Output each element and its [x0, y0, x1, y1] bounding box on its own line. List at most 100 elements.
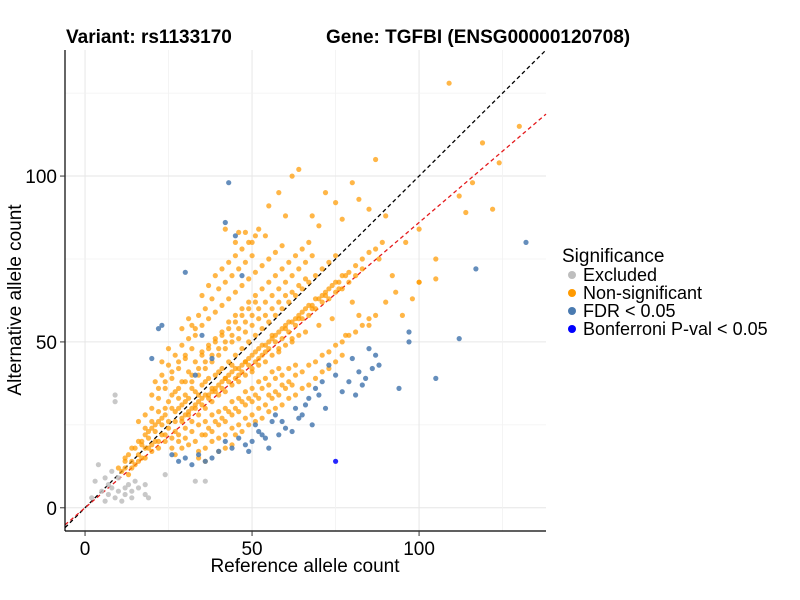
point-fdr-0-05 — [259, 432, 265, 438]
point-non-significant — [266, 339, 272, 345]
point-non-significant — [272, 249, 278, 255]
point-non-significant — [279, 306, 285, 312]
point-non-significant — [179, 379, 185, 385]
point-non-significant — [152, 428, 158, 435]
point-non-significant — [353, 263, 359, 269]
point-excluded — [112, 495, 118, 501]
point-excluded — [142, 491, 148, 498]
point-non-significant — [162, 438, 168, 444]
point-non-significant — [239, 246, 245, 252]
point-non-significant — [232, 253, 238, 259]
point-excluded — [92, 478, 98, 484]
point-non-significant — [272, 273, 278, 279]
point-non-significant — [302, 306, 309, 312]
point-non-significant — [179, 342, 185, 348]
point-non-significant — [232, 312, 238, 318]
point-non-significant — [216, 286, 222, 292]
point-non-significant — [316, 322, 322, 328]
ticks: 0 50 100 0 50 100 — [25, 167, 435, 560]
point-non-significant — [322, 289, 329, 295]
legend-label: Excluded — [583, 265, 657, 285]
point-non-significant — [192, 402, 198, 408]
point-non-significant — [229, 273, 235, 279]
point-non-significant — [226, 319, 232, 325]
point-non-significant — [259, 263, 265, 269]
point-non-significant — [279, 372, 285, 378]
point-non-significant — [339, 339, 345, 345]
point-non-significant — [129, 458, 135, 464]
point-non-significant — [306, 302, 312, 308]
point-non-significant — [282, 279, 289, 285]
point-non-significant — [416, 279, 422, 285]
point-fdr-0-05 — [309, 422, 315, 428]
point-non-significant — [286, 259, 292, 265]
point-non-significant — [226, 409, 232, 415]
point-non-significant — [165, 362, 172, 368]
point-non-significant — [216, 409, 222, 415]
point-non-significant — [232, 375, 238, 381]
point-non-significant — [266, 392, 272, 398]
point-fdr-0-05 — [199, 332, 205, 338]
point-non-significant — [222, 279, 228, 285]
point-fdr-0-05 — [406, 329, 412, 335]
point-non-significant — [145, 435, 152, 441]
point-non-significant — [222, 389, 228, 395]
point-non-significant — [366, 322, 372, 328]
point-non-significant — [279, 336, 285, 342]
point-non-significant — [229, 339, 235, 345]
point-fdr-0-05 — [226, 180, 232, 186]
point-non-significant — [152, 379, 158, 385]
point-fdr-0-05 — [292, 405, 299, 411]
point-non-significant — [232, 289, 238, 295]
point-non-significant — [269, 369, 275, 375]
point-non-significant — [192, 438, 198, 444]
point-non-significant — [222, 418, 228, 425]
point-non-significant — [162, 385, 168, 391]
point-excluded — [122, 491, 128, 498]
point-non-significant — [256, 226, 262, 232]
point-non-significant — [242, 259, 248, 265]
point-non-significant — [159, 415, 165, 421]
point-non-significant — [192, 326, 198, 332]
point-non-significant — [289, 273, 295, 279]
point-non-significant — [306, 312, 312, 318]
point-non-significant — [232, 319, 238, 325]
point-non-significant — [236, 395, 242, 401]
point-non-significant — [333, 279, 339, 285]
point-fdr-0-05 — [159, 322, 165, 328]
point-non-significant — [309, 213, 315, 219]
point-non-significant — [206, 282, 212, 289]
point-non-significant — [172, 352, 178, 358]
point-non-significant — [302, 259, 309, 265]
point-non-significant — [142, 445, 148, 451]
point-non-significant — [189, 418, 195, 425]
point-non-significant — [242, 389, 248, 395]
point-non-significant — [229, 332, 235, 338]
point-non-significant — [249, 369, 255, 375]
point-non-significant — [122, 465, 128, 471]
point-non-significant — [373, 156, 379, 163]
legend-key — [568, 271, 576, 279]
point-non-significant — [379, 239, 385, 245]
point-fdr-0-05 — [192, 372, 198, 378]
point-non-significant — [306, 362, 312, 368]
point-fdr-0-05 — [316, 392, 322, 398]
point-non-significant — [216, 352, 222, 358]
y-tick-label: 100 — [25, 167, 57, 188]
point-non-significant — [292, 392, 299, 398]
point-fdr-0-05 — [176, 458, 182, 464]
point-non-significant — [282, 213, 289, 219]
point-non-significant — [353, 329, 359, 335]
point-non-significant — [319, 266, 325, 272]
point-non-significant — [490, 206, 496, 212]
point-non-significant — [212, 339, 218, 345]
point-excluded — [115, 475, 121, 481]
point-fdr-0-05 — [339, 389, 345, 395]
point-non-significant — [339, 216, 345, 222]
point-fdr-0-05 — [312, 385, 319, 391]
point-non-significant — [186, 369, 192, 375]
chart-title-gene: Gene: TGFBI (ENSG00000120708) — [326, 27, 630, 48]
point-fdr-0-05 — [272, 412, 278, 418]
point-non-significant — [289, 382, 295, 388]
point-non-significant — [312, 273, 319, 279]
